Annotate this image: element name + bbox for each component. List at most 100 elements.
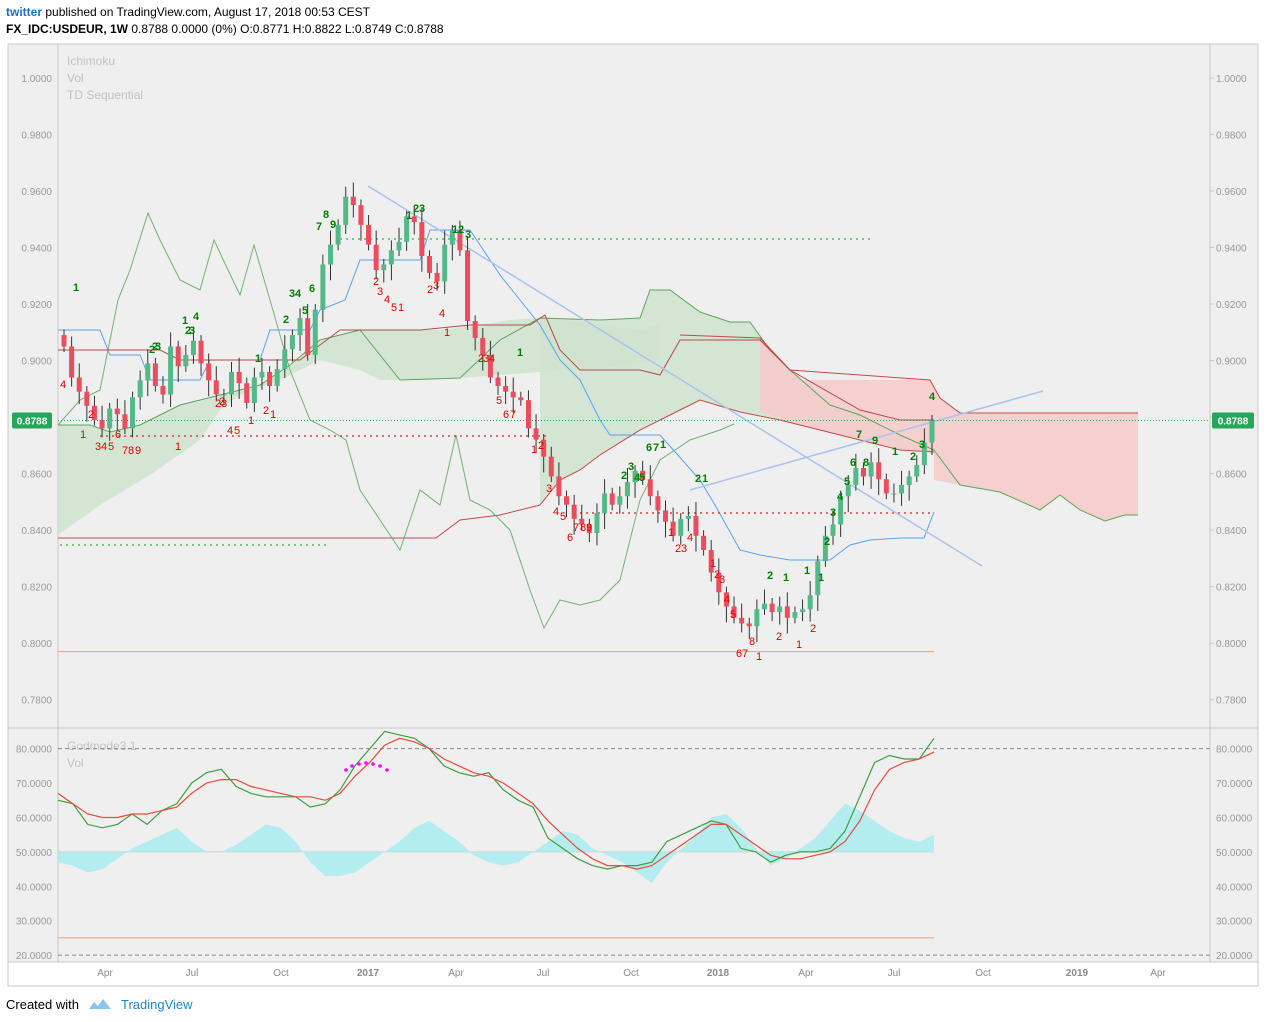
candle-body — [693, 516, 699, 536]
candle-body — [267, 371, 273, 386]
price-tick-left-0: 1.0000 — [21, 74, 52, 85]
td-down-label-39: 6 — [567, 532, 573, 544]
td-down-label-34: 1 — [531, 444, 537, 456]
candle-body — [434, 272, 440, 282]
osc-series-0 — [57, 730, 935, 870]
bullish-cloud — [58, 318, 660, 535]
td-up-label-4: 1 — [182, 315, 188, 327]
osc-signal-dot-3 — [364, 761, 368, 765]
candle-body — [175, 346, 181, 367]
time-axis — [7, 961, 1259, 987]
osc-tick-right-0: 80.0000 — [1216, 745, 1253, 756]
candle-body — [114, 408, 120, 415]
candle-body — [906, 476, 912, 485]
td-up-label-32: 1 — [702, 473, 708, 485]
candle-body — [754, 609, 760, 627]
td-down-label-16: 1 — [248, 415, 254, 427]
candle-body — [678, 518, 684, 536]
price-tick-right-4: 0.9200 — [1216, 300, 1247, 311]
td-down-label-24: 2 — [427, 284, 433, 296]
candle-body — [602, 493, 608, 514]
osc-tick-right-1: 70.0000 — [1216, 779, 1253, 790]
osc-tick-right-3: 50.0000 — [1216, 848, 1253, 859]
td-down-label-9: 9 — [135, 445, 141, 457]
candle-body — [289, 335, 295, 350]
td-down-label-18: 1 — [270, 409, 276, 421]
candle-body — [229, 371, 235, 395]
candle-body — [548, 456, 554, 477]
td-up-label-9: 2 — [283, 314, 289, 326]
osc-signal-dot-4 — [371, 762, 375, 766]
ohlc-values: 0.8788 0.0000 (0%) O:0.8771 H:0.8822 L:0… — [131, 22, 444, 36]
price-tick-left-2: 0.9600 — [21, 187, 52, 198]
td-up-label-29: 7 — [653, 442, 659, 454]
candle-body — [244, 383, 250, 403]
candle-body — [830, 524, 836, 536]
candle-body — [190, 340, 196, 355]
candle-body — [899, 484, 905, 494]
td-down-label-12: 2 — [215, 398, 221, 410]
candle-body — [487, 354, 493, 378]
candle-body — [815, 561, 821, 596]
candle-body — [853, 467, 859, 485]
candle-body — [297, 318, 303, 336]
osc-tick-left-5: 30.0000 — [16, 917, 53, 928]
candle-body — [663, 510, 669, 522]
candle-body — [61, 335, 67, 347]
osc-tick-right-6: 20.0000 — [1216, 951, 1253, 962]
price-tick-right-3: 0.9400 — [1216, 244, 1247, 255]
candle-body — [701, 535, 707, 550]
td-down-label-40: 7 — [573, 522, 579, 534]
td-down-label-7: 7 — [122, 445, 128, 457]
candle-body — [556, 476, 562, 497]
price-tick-left-4: 0.9200 — [21, 300, 52, 311]
td-down-label-11: 2 — [219, 396, 225, 408]
candle-body — [495, 377, 501, 386]
candle-body — [282, 349, 288, 370]
osc-signal-dot-6 — [385, 768, 389, 772]
candle-body — [739, 617, 745, 624]
td-down-label-48: 2 — [714, 569, 720, 581]
candle-body — [465, 250, 471, 321]
chart[interactable]: 1.0000 1.0000 0.9800 0.9800 0.9600 0.9600 0.94… — [0, 0, 1268, 990]
price-tick-left-5: 0.9000 — [21, 357, 52, 368]
td-down-label-6: 6 — [115, 429, 121, 441]
osc-signal-dot-5 — [378, 764, 382, 768]
candle-body — [198, 340, 204, 364]
td-down-label-33: 7 — [510, 409, 516, 421]
td-down-label-54: 8 — [749, 636, 755, 648]
td-up-label-22: 3 — [465, 229, 471, 241]
candle-body — [312, 309, 318, 355]
candle-body — [685, 516, 691, 519]
td-up-label-41: 6 — [850, 457, 856, 469]
td-up-label-47: 3 — [919, 439, 925, 451]
td-up-label-16: 9 — [330, 219, 336, 231]
osc-volume-area — [58, 803, 934, 883]
publisher-link[interactable]: twitter — [6, 5, 42, 19]
price-tick-left-3: 0.9400 — [21, 244, 52, 255]
time-tick-8: Apr — [798, 968, 814, 979]
chikou-line — [57, 211, 735, 630]
candles — [61, 182, 935, 643]
candle-body — [929, 420, 935, 443]
tradingview-link[interactable]: TradingView — [120, 996, 193, 1012]
td-up-label-39: 4 — [837, 491, 844, 503]
price-tick-left-1: 0.9800 — [21, 130, 52, 141]
candle-body — [800, 609, 806, 613]
candle-body — [396, 241, 402, 251]
downtrend-line — [367, 185, 983, 567]
td-up-label-7: 4 — [193, 311, 200, 323]
main-legend-1: Vol — [67, 71, 84, 85]
osc-tick-left-3: 50.0000 — [16, 848, 53, 859]
td-down-label-22: 5 — [391, 302, 397, 314]
td-down-label-10: 1 — [175, 441, 181, 453]
time-tick-7: 2018 — [707, 968, 730, 979]
candle-body — [510, 391, 516, 398]
candle-body — [891, 493, 897, 495]
candle-body — [259, 371, 265, 378]
td-down-label-58: 2 — [810, 623, 816, 635]
candle-body — [137, 380, 143, 398]
candle-body — [122, 414, 128, 429]
candle-body — [769, 603, 775, 613]
candle-body — [609, 493, 615, 505]
